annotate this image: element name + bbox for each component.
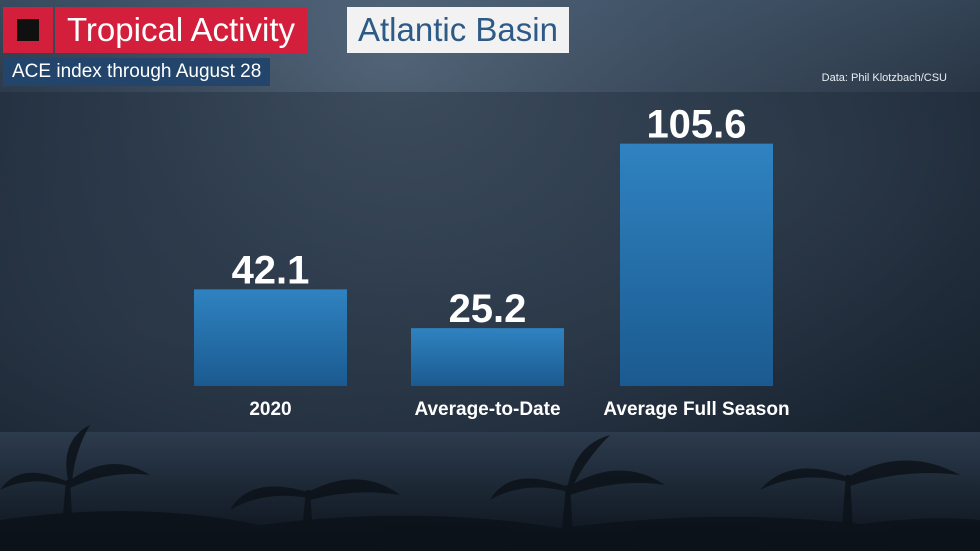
logo-square-icon [17,19,39,41]
bar-0 [194,289,347,386]
category-label-2: Average Full Season [603,399,789,420]
bars-group: 42.1 2020 25.2 Average-to-Date 105.6 Average … [194,103,790,420]
palm-silhouettes [0,425,980,551]
chart-subtitle: ACE index through August 28 [3,58,271,86]
graphic-title: Tropical Activity [55,7,308,53]
data-source: Data: Phil Klotzbach/CSU [821,72,947,84]
category-label-1: Average-to-Date [414,399,560,420]
bar-value-label-1: 25.2 [449,287,527,331]
bar-1 [411,328,564,386]
bar-value-label-0: 42.1 [232,248,310,292]
category-label-0: 2020 [249,399,291,420]
network-logo [3,7,53,53]
bar-value-label-2: 105.6 [646,103,746,147]
bar-2 [620,143,773,386]
region-title: Atlantic Basin [347,7,569,53]
